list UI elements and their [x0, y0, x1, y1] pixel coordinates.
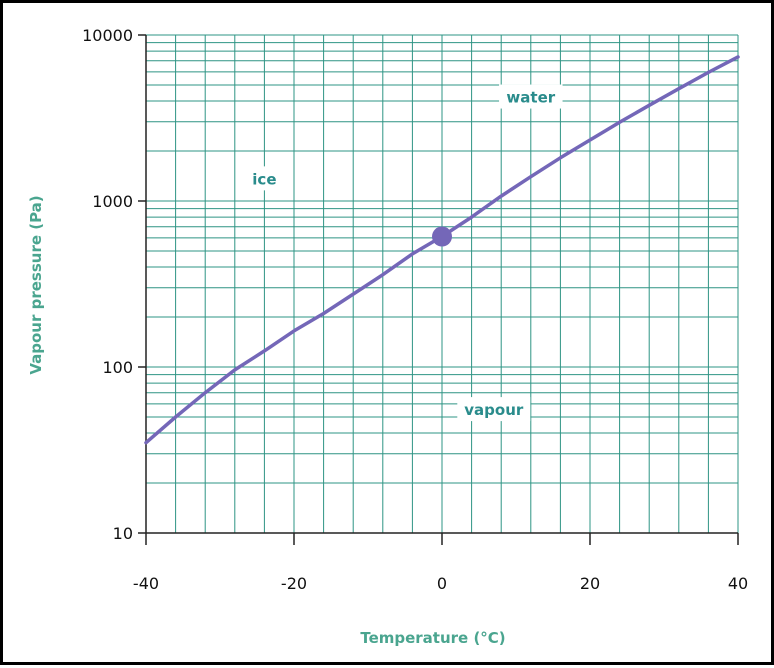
data-point — [432, 226, 452, 247]
y-tick-label: 1000 — [92, 192, 133, 211]
x-tick-label: 40 — [728, 574, 748, 593]
annotation-label: vapour — [464, 401, 524, 419]
annotation-background — [457, 397, 531, 422]
x-tick-label: 20 — [580, 574, 600, 593]
x-tick-label: -20 — [281, 574, 307, 593]
y-axis-title: Vapour pressure (Pa) — [27, 195, 45, 374]
annotation-background — [499, 84, 563, 109]
y-tick-label: 100 — [102, 358, 133, 377]
annotation-label: ice — [252, 170, 276, 188]
tick-labels: -40 -20 0 20 40 10 100 1000 10000 — [82, 26, 748, 593]
series — [144, 55, 740, 445]
x-axis-title: Temperature (°C) — [360, 629, 505, 647]
x-tick-label: -40 — [133, 574, 159, 593]
vapour-pressure-chart: -40 -20 0 20 40 10 100 1000 10000 water ice vapour… — [27, 26, 748, 647]
y-tick-label: 10000 — [82, 26, 133, 45]
x-tick-label: 0 — [437, 574, 447, 593]
annotations: water ice vapour — [242, 84, 563, 422]
annotation-label: water — [506, 89, 555, 107]
grid — [145, 34, 739, 534]
y-tick-label: 10 — [113, 524, 133, 543]
axes — [138, 34, 739, 545]
annotation-background — [242, 166, 287, 191]
